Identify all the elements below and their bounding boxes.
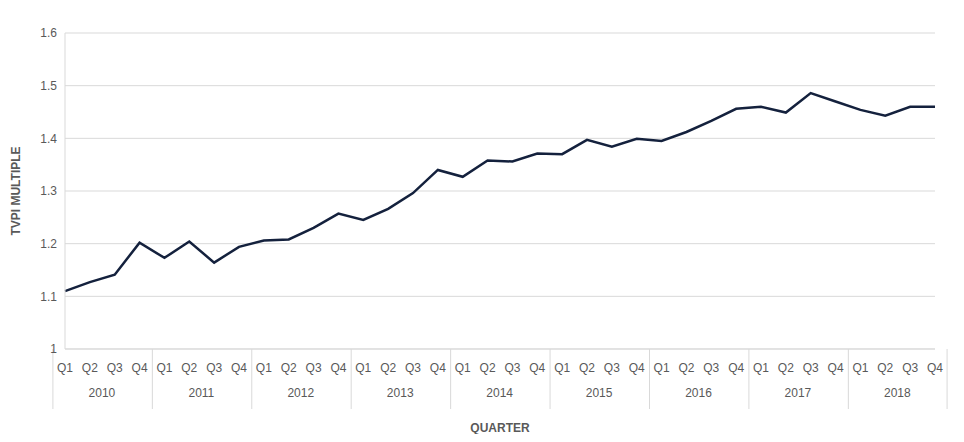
svg-text:2016: 2016 — [685, 386, 712, 400]
svg-text:1.3: 1.3 — [40, 184, 57, 198]
svg-text:Q3: Q3 — [107, 361, 123, 375]
svg-text:Q4: Q4 — [629, 361, 645, 375]
svg-text:1.5: 1.5 — [40, 79, 57, 93]
svg-text:Q1: Q1 — [753, 361, 769, 375]
svg-text:Q3: Q3 — [803, 361, 819, 375]
svg-text:Q3: Q3 — [206, 361, 222, 375]
svg-text:Q3: Q3 — [902, 361, 918, 375]
svg-text:Q2: Q2 — [877, 361, 893, 375]
svg-text:2012: 2012 — [287, 386, 314, 400]
svg-text:Q1: Q1 — [57, 361, 73, 375]
svg-text:2011: 2011 — [188, 386, 214, 400]
svg-text:1.6: 1.6 — [40, 26, 57, 40]
svg-text:2015: 2015 — [586, 386, 613, 400]
svg-text:Q3: Q3 — [604, 361, 620, 375]
svg-text:Q2: Q2 — [579, 361, 595, 375]
svg-text:Q4: Q4 — [231, 361, 247, 375]
svg-text:QUARTER: QUARTER — [470, 421, 530, 434]
svg-text:Q3: Q3 — [703, 361, 719, 375]
svg-text:Q4: Q4 — [728, 361, 744, 375]
svg-text:1.2: 1.2 — [40, 237, 57, 251]
svg-text:Q2: Q2 — [380, 361, 396, 375]
svg-text:2017: 2017 — [785, 386, 812, 400]
svg-text:Q1: Q1 — [554, 361, 570, 375]
svg-text:Q1: Q1 — [654, 361, 670, 375]
svg-text:2013: 2013 — [387, 386, 414, 400]
svg-text:Q4: Q4 — [132, 361, 148, 375]
svg-text:Q2: Q2 — [480, 361, 496, 375]
svg-text:Q1: Q1 — [256, 361, 272, 375]
svg-text:Q1: Q1 — [852, 361, 868, 375]
svg-text:Q2: Q2 — [181, 361, 197, 375]
svg-text:Q4: Q4 — [828, 361, 844, 375]
svg-text:1.1: 1.1 — [40, 290, 57, 304]
svg-text:2014: 2014 — [486, 386, 513, 400]
svg-text:Q1: Q1 — [156, 361, 172, 375]
svg-text:1.4: 1.4 — [40, 132, 57, 146]
svg-text:Q3: Q3 — [504, 361, 520, 375]
svg-text:Q1: Q1 — [355, 361, 371, 375]
svg-text:TVPI MULTIPLE: TVPI MULTIPLE — [9, 146, 23, 235]
svg-text:2010: 2010 — [89, 386, 116, 400]
svg-text:Q4: Q4 — [330, 361, 346, 375]
svg-text:1: 1 — [50, 342, 57, 356]
svg-text:Q2: Q2 — [82, 361, 98, 375]
svg-text:Q4: Q4 — [927, 361, 943, 375]
svg-text:Q3: Q3 — [405, 361, 421, 375]
svg-text:Q4: Q4 — [529, 361, 545, 375]
svg-text:Q1: Q1 — [455, 361, 471, 375]
svg-text:Q4: Q4 — [430, 361, 446, 375]
svg-text:Q2: Q2 — [281, 361, 297, 375]
svg-text:2018: 2018 — [884, 386, 911, 400]
svg-text:Q2: Q2 — [778, 361, 794, 375]
svg-text:Q3: Q3 — [306, 361, 322, 375]
svg-text:Q2: Q2 — [678, 361, 694, 375]
